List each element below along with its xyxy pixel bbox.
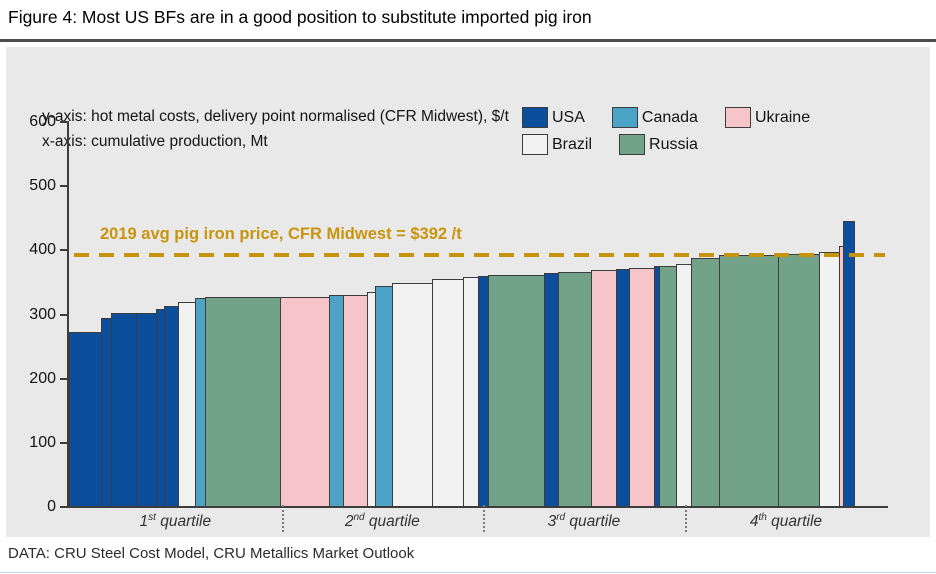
y-axis-description: y-axis: hot metal costs, delivery point … <box>42 108 509 125</box>
data-source: DATA: CRU Steel Cost Model, CRU Metallic… <box>8 545 415 562</box>
y-tick-mark <box>60 185 67 188</box>
y-tick-mark <box>60 506 67 508</box>
bar-usa <box>616 268 631 507</box>
y-tick-label: 400 <box>29 241 56 259</box>
x-axis-line <box>67 506 888 508</box>
legend-item-usa: USA <box>522 107 585 128</box>
y-tick-label: 600 <box>29 113 56 130</box>
bar-russia <box>488 274 546 507</box>
bar-usa <box>135 313 157 507</box>
bar-brazil <box>818 251 840 507</box>
legend-swatch-russia <box>619 134 646 155</box>
legend-swatch-usa <box>522 107 548 128</box>
bar-russia <box>718 255 779 507</box>
x-axis-description: x-axis: cumulative production, Mt <box>42 133 268 150</box>
bar-russia <box>204 297 281 507</box>
bar-brazil <box>391 283 434 507</box>
bar-usa <box>544 273 560 507</box>
y-tick-mark <box>60 377 67 380</box>
legend-label: Brazil <box>552 135 593 153</box>
pig-iron-price-reference-line <box>74 253 885 258</box>
bar-russia <box>690 258 720 507</box>
y-tick-label: 200 <box>29 369 56 387</box>
quartile-label-1: 1st quartile <box>139 512 212 531</box>
y-tick-mark <box>60 249 67 252</box>
bar-ukraine <box>591 270 618 507</box>
legend-item-ukraine: Ukraine <box>724 107 811 128</box>
axis-description: y-axis: hot metal costs, delivery point … <box>42 104 509 154</box>
quartile-divider <box>482 505 485 532</box>
bar-ukraine <box>342 294 368 507</box>
title-underline <box>0 39 936 42</box>
legend-row: USA Canada Ukraine <box>522 107 810 128</box>
quartile-label-3: 3rd quartile <box>547 512 621 531</box>
legend-item-russia: Russia <box>619 134 698 155</box>
quartile-divider <box>684 505 687 532</box>
legend-row: Brazil Russia <box>522 134 810 155</box>
legend-swatch-ukraine <box>724 107 751 128</box>
bar-usa <box>110 313 137 507</box>
legend-swatch-canada <box>611 107 638 128</box>
y-tick-mark <box>60 313 67 316</box>
bar-brazil <box>432 278 465 507</box>
legend-label: Canada <box>641 108 698 126</box>
legend-swatch-brazil <box>522 134 548 155</box>
bar-canada <box>374 286 393 507</box>
pig-iron-price-label: 2019 avg pig iron price, CFR Midwest = $… <box>100 225 462 243</box>
bar-brazil <box>463 276 480 507</box>
bottom-hairline <box>0 572 936 573</box>
legend-label: Russia <box>649 135 698 153</box>
bar-russia <box>659 265 678 507</box>
quartile-label-4: 4th quartile <box>749 512 823 531</box>
bar-ukraine <box>629 268 656 507</box>
bar-russia <box>777 254 820 507</box>
cost-curve-bars <box>69 122 887 507</box>
legend-label: USA <box>552 108 585 126</box>
legend: USA Canada Ukraine Brazil Russia <box>522 107 810 155</box>
quartile-divider <box>281 505 284 532</box>
quartile-label-2: 2nd quartile <box>344 512 420 531</box>
y-tick-mark <box>60 121 67 123</box>
y-tick-label: 0 <box>47 498 56 515</box>
y-tick-label: 300 <box>29 305 56 323</box>
bar-usa <box>163 305 179 507</box>
bar-brazil <box>676 263 692 507</box>
bar-ukraine <box>279 296 330 507</box>
y-axis-line <box>67 121 69 507</box>
bar-brazil <box>177 301 196 507</box>
bar-usa <box>842 221 855 507</box>
y-tick-label: 500 <box>29 177 56 195</box>
figure-title: Figure 4: Most US BFs are in a good posi… <box>8 7 592 27</box>
legend-label: Ukraine <box>754 108 811 126</box>
y-tick-label: 100 <box>29 433 56 451</box>
bar-usa <box>69 331 102 507</box>
bar-russia <box>558 272 593 507</box>
y-tick-mark <box>60 441 67 444</box>
legend-item-brazil: Brazil <box>522 134 592 155</box>
legend-item-canada: Canada <box>611 107 698 128</box>
bar-canada <box>328 295 344 507</box>
